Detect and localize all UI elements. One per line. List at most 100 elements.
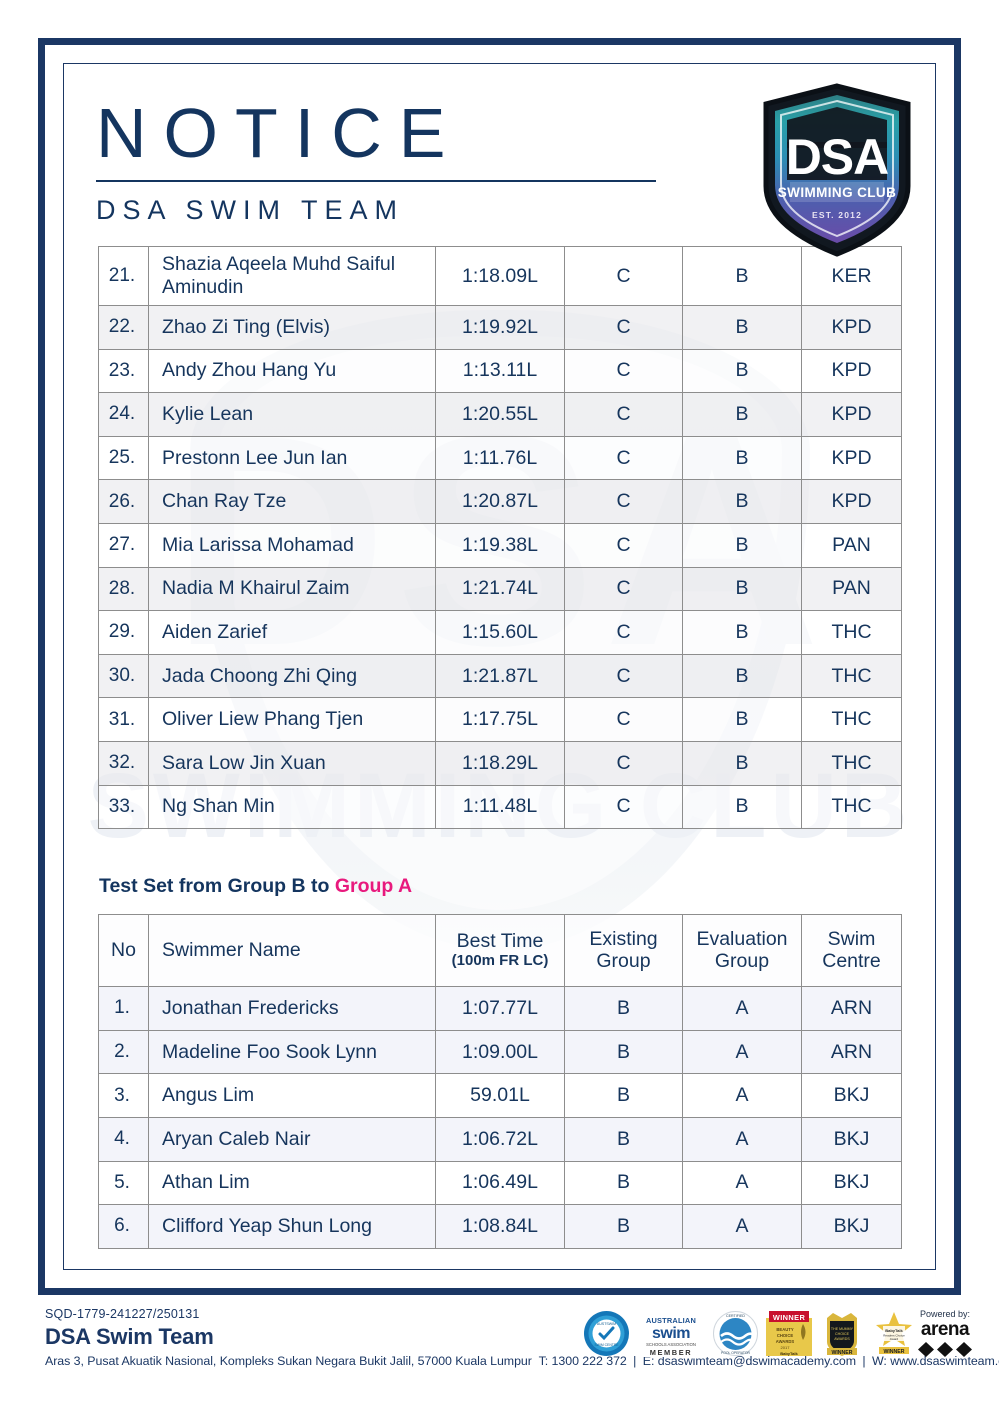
cell-no: 23. (98, 348, 149, 394)
cell-best-time: 1:07.77L (435, 986, 565, 1031)
table-row: 2. Madeline Foo Sook Lynn 1:09.00L B A ARN (98, 1029, 902, 1075)
table-row: 27. Mia Larissa Mohamad 1:19.38L C B PAN (98, 522, 902, 568)
svg-text:CHOICE: CHOICE (835, 1332, 850, 1336)
cell-best-time: 1:20.87L (435, 479, 565, 524)
cell-evaluation-group: B (682, 522, 802, 568)
cell-existing-group: C (564, 392, 683, 437)
cell-swim-centre: BKJ (801, 1160, 902, 1206)
cell-existing-group: C (564, 479, 683, 524)
table-row: 23. Andy Zhou Hang Yu 1:13.11L C B KPD (98, 348, 902, 394)
cell-swimmer-name: Angus Lim (148, 1073, 436, 1118)
cell-existing-group: C (564, 653, 683, 699)
cell-no: 1. (98, 986, 149, 1031)
cell-swimmer-name: Clifford Yeap Shun Long (148, 1204, 436, 1249)
cell-no: 25. (98, 435, 149, 481)
cell-evaluation-group: B (682, 348, 802, 394)
column-header-centre-line2: Centre (822, 949, 881, 972)
table-row: 3. Angus Lim 59.01L B A BKJ (98, 1073, 902, 1118)
cell-evaluation-group: A (682, 1073, 802, 1118)
cell-best-time: 1:08.84L (435, 1204, 565, 1249)
cell-existing-group: C (564, 305, 683, 350)
table-row: 6. Clifford Yeap Shun Long 1:08.84L B A BKJ (98, 1204, 902, 1249)
cell-existing-group: B (564, 1116, 683, 1162)
cell-swimmer-name: Aiden Zarief (148, 610, 436, 655)
cell-evaluation-group: A (682, 986, 802, 1031)
cell-best-time: 1:17.75L (435, 697, 565, 742)
group-b-to-a-table-body: 1. Jonathan Fredericks 1:07.77L B A ARN 2. Made… (98, 986, 902, 1249)
cell-existing-group: B (564, 1029, 683, 1075)
cell-swim-centre: KPD (801, 305, 902, 350)
cell-evaluation-group: B (682, 653, 802, 699)
table-row: 21. Shazia Aqeela Muhd Saiful Aminudin 1:1… (98, 246, 902, 306)
footer-website[interactable]: W: www.dsaswimteam.com (871, 1354, 999, 1368)
cell-best-time: 1:19.38L (435, 522, 565, 568)
group-b-to-a-table-head: No Swimmer Name Best Time (100m FR LC) E… (98, 914, 902, 988)
cell-existing-group: C (564, 740, 683, 786)
footer-email[interactable]: E: dsaswimteam@dswimacademy.com (642, 1354, 856, 1368)
cell-evaluation-group: A (682, 1116, 802, 1162)
shield-logo-icon: DSA SWIMMING CLUB EST. 2012 (763, 83, 911, 257)
svg-text:SWIMMING CLUB: SWIMMING CLUB (778, 185, 896, 200)
cell-best-time: 1:20.55L (435, 392, 565, 437)
cell-existing-group: C (564, 522, 683, 568)
page-border-inner (63, 63, 936, 1270)
cell-swim-centre: KPD (801, 392, 902, 437)
cell-swim-centre: PAN (801, 522, 902, 568)
cell-no: 22. (98, 305, 149, 350)
cell-swim-centre: BKJ (801, 1204, 902, 1249)
page-title: NOTICE (96, 94, 463, 172)
cell-swimmer-name: Kylie Lean (148, 392, 436, 437)
winner-beauty-choice-awards-badge: WINNER BEAUTY CHOICE AWARDS 2017 BabyTal… (765, 1310, 813, 1357)
cell-swimmer-name: Sara Low Jin Xuan (148, 740, 436, 786)
cell-best-time: 1:15.60L (435, 610, 565, 655)
cell-swimmer-name: Prestonn Lee Jun Ian (148, 435, 436, 481)
cell-evaluation-group: B (682, 566, 802, 612)
group-c-evaluation-table: 21. Shazia Aqeela Muhd Saiful Aminudin 1:1… (98, 246, 902, 830)
cell-swim-centre: KPD (801, 479, 902, 524)
cell-best-time: 1:18.09L (435, 246, 565, 306)
table-row: 32. Sara Low Jin Xuan 1:18.29L C B THC (98, 740, 902, 786)
cell-evaluation-group: B (682, 392, 802, 437)
page-content: NOTICE DSA SWIM TEAM (96, 76, 911, 1249)
footer-contact-line: Aras 3, Pusat Akuatik Nasional, Kompleks… (45, 1354, 999, 1368)
svg-text:EST. 2012: EST. 2012 (812, 210, 862, 220)
page-border-outer (38, 38, 961, 1295)
austswim-recognised-swim-centre-badge: AUSTSWIM SWIM CENTRE (583, 1310, 630, 1357)
svg-text:BabyTalk: BabyTalk (780, 1351, 798, 1356)
footer-address: Aras 3, Pusat Akuatik Nasional, Kompleks… (45, 1354, 532, 1368)
cell-swimmer-name: Jonathan Fredericks (148, 986, 436, 1031)
column-header-evaluation-line2: Group (714, 949, 770, 972)
column-header-no: No (98, 914, 149, 988)
cell-best-time: 1:06.49L (435, 1160, 565, 1206)
table-row: 22. Zhao Zi Ting (Elvis) 1:19.92L C B KPD (98, 305, 902, 350)
column-header-best-time-sub: (100m FR LC) (451, 952, 549, 970)
cell-no: 5. (98, 1160, 149, 1206)
svg-text:MEMBER: MEMBER (650, 1348, 692, 1357)
cell-evaluation-group: B (682, 246, 802, 306)
cell-evaluation-group: B (682, 784, 802, 830)
powered-by-arena: Powered by: arena (905, 1309, 985, 1363)
mummy-choice-awards-winner-badge: THE MUMMY CHOICE AWARDS WINNER (819, 1310, 865, 1357)
svg-text:WINNER: WINNER (831, 1350, 852, 1356)
cell-existing-group: C (564, 566, 683, 612)
cell-no: 24. (98, 392, 149, 437)
svg-text:AWARDS: AWARDS (776, 1339, 795, 1344)
table-header-row: No Swimmer Name Best Time (100m FR LC) E… (98, 914, 902, 988)
cell-swimmer-name: Ng Shan Min (148, 784, 436, 830)
cell-swimmer-name: Nadia M Khairul Zaim (148, 566, 436, 612)
table-row: 5. Athan Lim 1:06.49L B A BKJ (98, 1160, 902, 1206)
cell-no: 32. (98, 740, 149, 786)
cell-swimmer-name: Zhao Zi Ting (Elvis) (148, 305, 436, 350)
footer-accreditation-badges: AUSTSWIM SWIM CENTRE AUSTRALIAN swim SCH… (583, 1310, 917, 1357)
cell-swim-centre: THC (801, 740, 902, 786)
cell-no: 21. (98, 246, 149, 306)
column-header-centre-line1: Swim (827, 927, 876, 950)
cell-swim-centre: PAN (801, 566, 902, 612)
cell-no: 3. (98, 1073, 149, 1118)
cell-existing-group: C (564, 348, 683, 394)
cell-evaluation-group: B (682, 479, 802, 524)
cell-swimmer-name: Andy Zhou Hang Yu (148, 348, 436, 394)
masthead: NOTICE DSA SWIM TEAM (96, 76, 911, 257)
svg-text:CHOICE: CHOICE (777, 1333, 793, 1338)
